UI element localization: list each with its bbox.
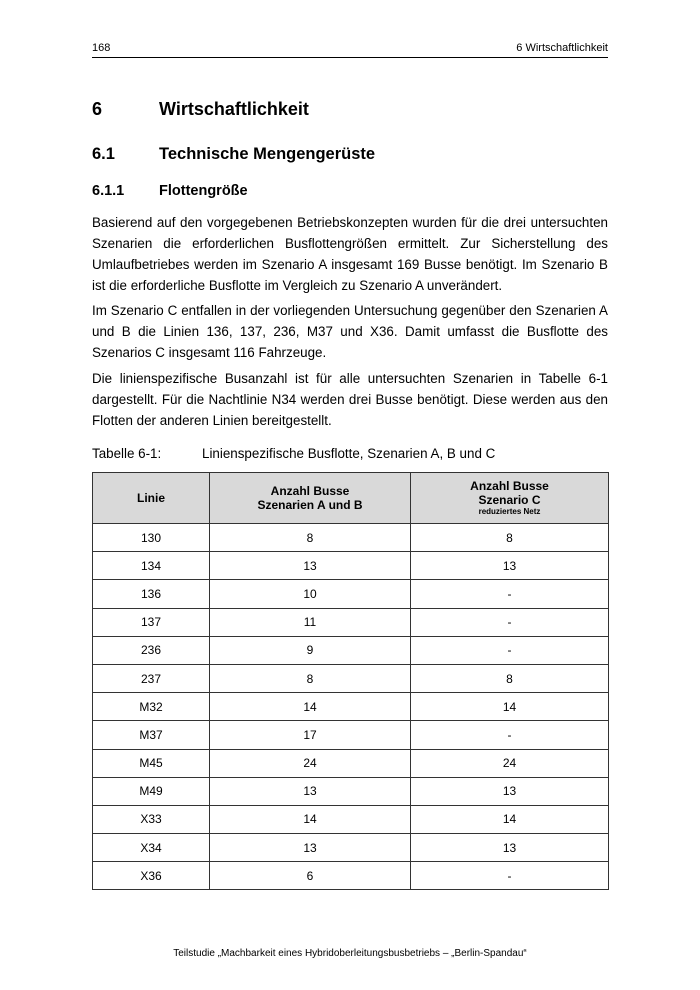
table-cell: - xyxy=(410,861,609,891)
table-cell: 9 xyxy=(209,635,411,665)
table-cell: 24 xyxy=(209,748,411,778)
table-cell: 236 xyxy=(92,635,210,665)
table-cell: - xyxy=(410,607,609,637)
chapter-title: 6 Wirtschaftlichkeit xyxy=(516,42,608,54)
paragraph: Im Szenario C entfallen in der vorliegen… xyxy=(92,303,608,360)
table-cell: 14 xyxy=(410,804,609,835)
table-cell: 8 xyxy=(410,663,609,694)
table-cell: M37 xyxy=(92,720,210,750)
table-cell: 8 xyxy=(209,663,411,694)
header-line: Szenario C xyxy=(478,493,541,507)
heading-1: 6 Wirtschaftlichkeit xyxy=(92,99,309,120)
table-row: 130 8 8 xyxy=(92,522,609,553)
table-cell: 13 xyxy=(410,833,609,863)
bus-fleet-table: Linie Anzahl Busse Szenarien A und B Anza… xyxy=(92,472,609,891)
caption-number: Tabelle 6-1: xyxy=(92,446,162,461)
heading-title: Wirtschaftlichkeit xyxy=(159,99,309,119)
table-cell: X33 xyxy=(92,804,210,835)
table-cell: X36 xyxy=(92,861,210,891)
table-cell: 237 xyxy=(92,663,210,694)
table-cell: M49 xyxy=(92,776,210,806)
table-cell: 10 xyxy=(209,579,411,609)
heading-3: 6.1.1 Flottengröße xyxy=(92,183,248,199)
heading-number: 6 xyxy=(92,99,103,119)
page-header: 168 6 Wirtschaftlichkeit xyxy=(92,42,608,58)
header-line: Anzahl Busse xyxy=(270,484,350,498)
paragraph: Die linienspezifische Busanzahl ist für … xyxy=(92,371,608,428)
table-cell: 14 xyxy=(209,692,411,722)
table-row: 136 10- xyxy=(92,579,609,609)
table-row: M32 14 14 xyxy=(92,692,609,722)
table-cell: 17 xyxy=(209,720,411,750)
page-number: 168 xyxy=(92,42,111,54)
header-line: Anzahl Busse xyxy=(470,479,549,493)
table-cell: - xyxy=(410,720,609,750)
heading-2: 6.1 Technische Mengengerüste xyxy=(92,145,375,164)
table-cell: 8 xyxy=(209,522,411,553)
table-row: M49 13 13 xyxy=(92,776,609,806)
table-cell: 13 xyxy=(410,776,609,806)
heading-number: 6.1.1 xyxy=(92,183,125,199)
table-cell: 13 xyxy=(209,833,411,863)
table-row: 237 8 8 xyxy=(92,663,609,694)
table-cell: 11 xyxy=(209,607,411,637)
table-cell: - xyxy=(410,579,609,609)
table-cell: 13 xyxy=(209,776,411,806)
table-row: 236 9- xyxy=(92,635,609,665)
heading-title: Flottengröße xyxy=(159,183,248,199)
header-scenario-ab: Anzahl Busse Szenarien A und B xyxy=(209,472,411,524)
table-row: X36 6- xyxy=(92,861,609,891)
table-row: X33 14 14 xyxy=(92,804,609,835)
table-cell: 6 xyxy=(209,861,411,891)
table-row: 134 13 13 xyxy=(92,551,609,581)
table-cell: 137 xyxy=(92,607,210,637)
table-cell: 8 xyxy=(410,522,609,553)
table-cell: X34 xyxy=(92,833,210,863)
table-cell: 136 xyxy=(92,579,210,609)
header-note: reduziertes Netz xyxy=(478,507,541,516)
table-row: X34 13 13 xyxy=(92,833,609,863)
header-linie: Linie xyxy=(92,472,210,524)
table-caption: Tabelle 6-1: Linienspezifische Busflotte,… xyxy=(92,446,495,461)
table-cell: 13 xyxy=(410,551,609,581)
heading-number: 6.1 xyxy=(92,145,115,163)
table-cell: 14 xyxy=(209,804,411,835)
table-cell: 130 xyxy=(92,522,210,553)
heading-title: Technische Mengengerüste xyxy=(159,145,376,163)
caption-title: Linienspezifische Busflotte, Szenarien A… xyxy=(202,446,496,461)
table-row: 137 11- xyxy=(92,607,609,637)
table-row: M45 24 24 xyxy=(92,748,609,778)
header-line: Szenarien A und B xyxy=(257,498,363,512)
table-cell: M32 xyxy=(92,692,210,722)
table-cell: 13 xyxy=(209,551,411,581)
table-cell: 134 xyxy=(92,551,210,581)
table-cell: - xyxy=(410,635,609,665)
table-cell: M45 xyxy=(92,748,210,778)
table-cell: 24 xyxy=(410,748,609,778)
paragraph: Basierend auf den vorgegebenen Betriebsk… xyxy=(92,215,608,293)
page-footer: Teilstudie „Machbarkeit eines Hybridober… xyxy=(173,948,527,959)
table-cell: 14 xyxy=(410,692,609,722)
table-row: M37 17- xyxy=(92,720,609,750)
